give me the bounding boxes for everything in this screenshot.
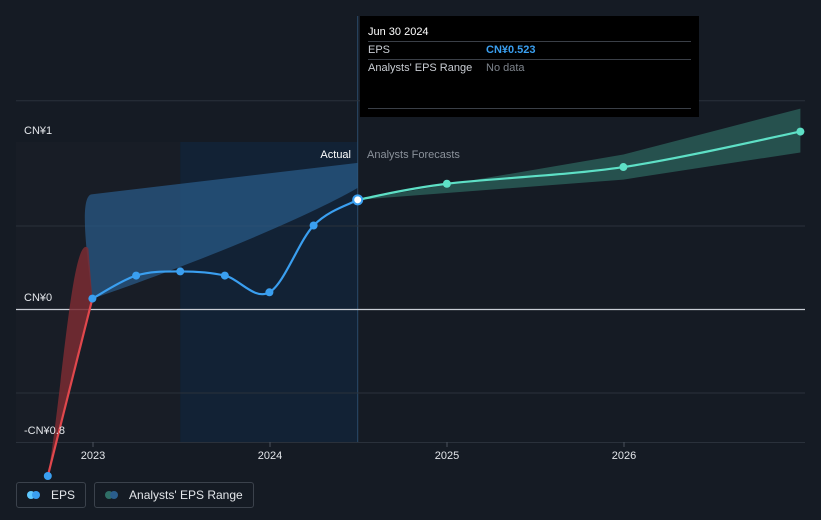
eps-swatch-icon bbox=[27, 491, 43, 499]
eps-chart: Actual Analysts Forecasts 2023 2024 2025 20… bbox=[16, 16, 805, 480]
x-tick-label: 2023 bbox=[81, 450, 105, 462]
eps-point bbox=[88, 294, 97, 303]
forecast-point bbox=[796, 127, 805, 136]
tooltip-eps-value: CN¥0.523 bbox=[486, 44, 536, 56]
eps-point bbox=[265, 288, 274, 297]
tooltip: Jun 30 2024 EPS CN¥0.523 Analysts' EPS R… bbox=[360, 16, 699, 117]
x-tick-label: 2026 bbox=[612, 450, 636, 462]
negative-range-wedge bbox=[47, 246, 93, 476]
eps-swatch-dot-b bbox=[32, 491, 40, 499]
range-swatch-dot-a bbox=[105, 491, 114, 499]
eps-negative-segment bbox=[46, 298, 94, 477]
range-swatch-icon bbox=[105, 491, 121, 499]
forecast-point bbox=[619, 163, 628, 172]
actual-section-label: Actual bbox=[320, 149, 351, 161]
legend-eps-range[interactable]: Analysts' EPS Range bbox=[94, 482, 254, 508]
forecast-eps-range-band bbox=[357, 108, 801, 200]
eps-point bbox=[352, 194, 364, 206]
tooltip-date: Jun 30 2024 bbox=[368, 26, 429, 38]
tooltip-row-range: Analysts' EPS Range No data bbox=[368, 59, 691, 77]
eps-point bbox=[176, 267, 185, 276]
tooltip-range-value: No data bbox=[486, 62, 525, 74]
forecast-point bbox=[442, 179, 451, 188]
y-tick-label: CN¥1 bbox=[24, 125, 52, 137]
eps-forecast-line bbox=[357, 130, 801, 201]
eps-point bbox=[220, 271, 229, 280]
range-swatch-dot-b bbox=[110, 491, 119, 499]
eps-point bbox=[43, 472, 52, 480]
eps-point bbox=[132, 271, 141, 280]
legend-eps[interactable]: EPS bbox=[16, 482, 87, 508]
legend-range-label: Analysts' EPS Range bbox=[129, 488, 243, 502]
x-tick-label: 2025 bbox=[435, 450, 459, 462]
eps-swatch-dot-a bbox=[27, 491, 35, 499]
legend: EPS Analysts' EPS Range bbox=[16, 482, 254, 508]
x-tick-label: 2024 bbox=[258, 450, 282, 462]
y-tick-label: -CN¥0.8 bbox=[24, 425, 65, 437]
tooltip-eps-label: EPS bbox=[368, 44, 391, 56]
tooltip-range-label: Analysts' EPS Range bbox=[368, 62, 473, 74]
tooltip-divider bbox=[368, 108, 691, 109]
forecast-section-label: Analysts Forecasts bbox=[367, 149, 460, 161]
legend-eps-label: EPS bbox=[51, 488, 76, 502]
actual-eps-range-band bbox=[84, 162, 358, 299]
tooltip-row-eps: EPS CN¥0.523 bbox=[368, 41, 691, 59]
eps-point bbox=[309, 221, 318, 230]
y-tick-label: CN¥0 bbox=[24, 292, 52, 304]
